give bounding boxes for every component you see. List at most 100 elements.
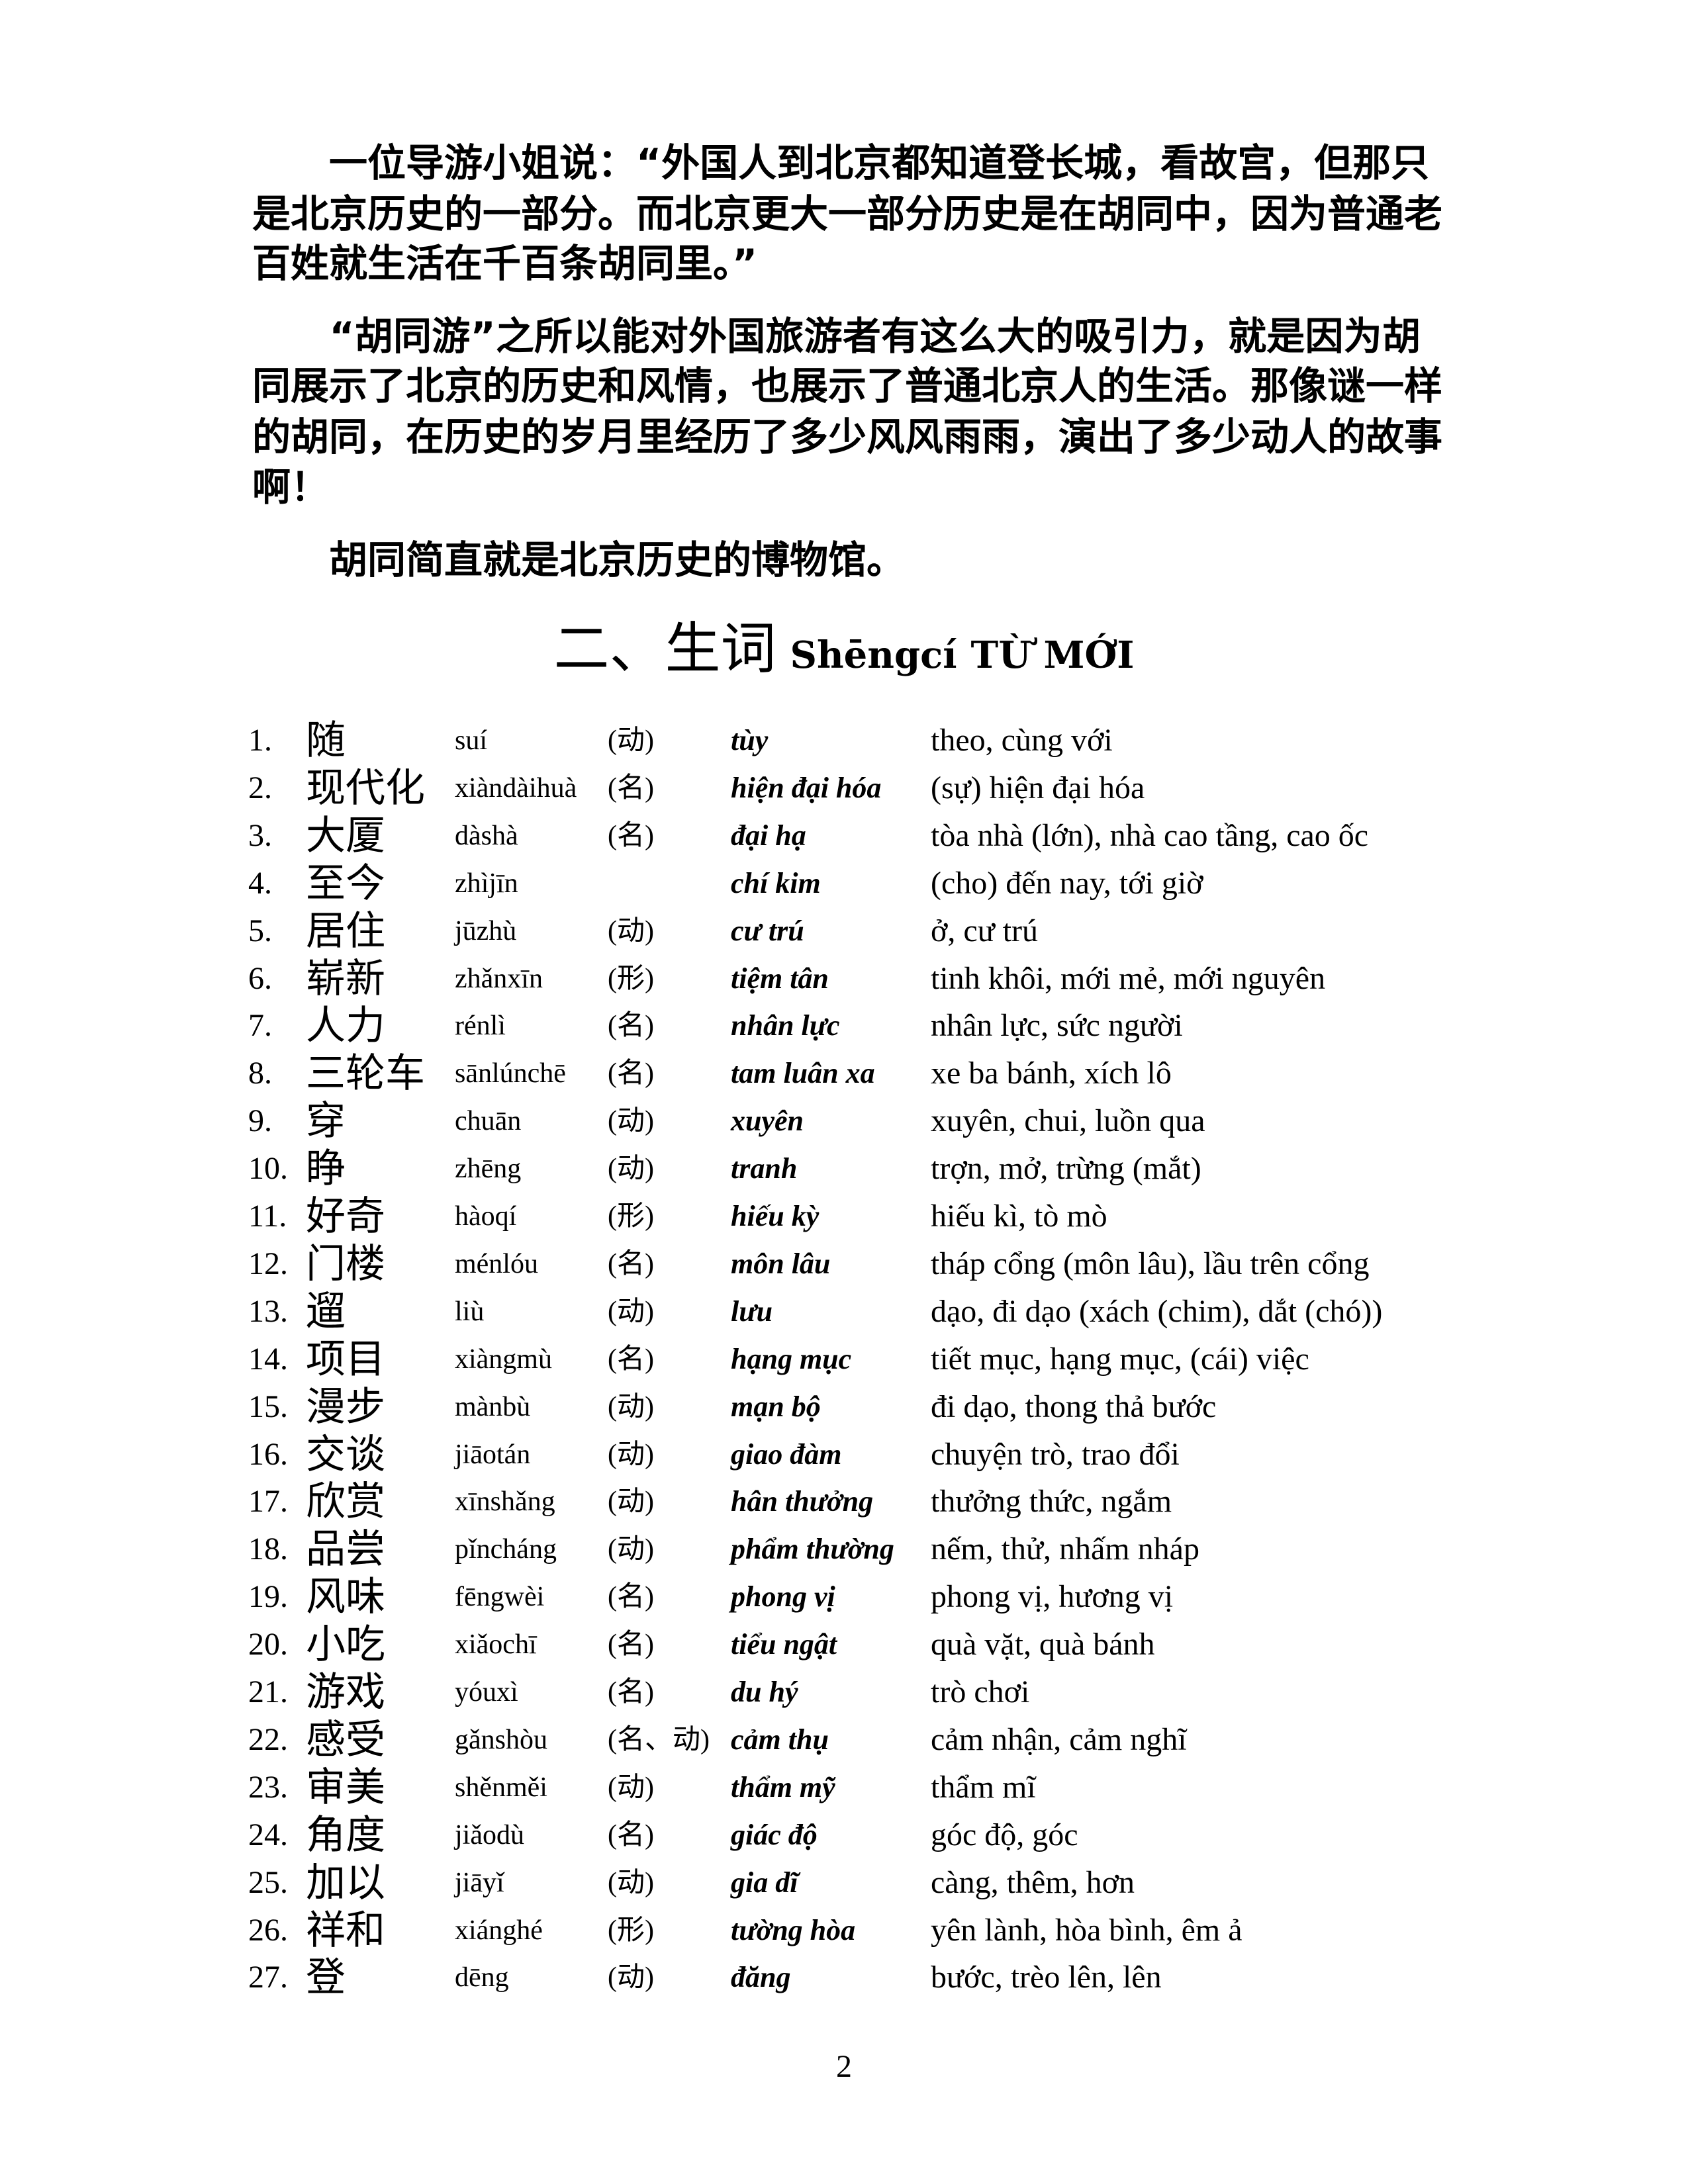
vocab-row: 2. 现代化 xiàndàihuà (名) hiện đại hóa (sự) hiện … [0, 764, 1688, 812]
vocab-pinyin: chuān [455, 1106, 522, 1137]
vocab-hanzi: 欣赏 [306, 1479, 385, 1525]
vocab-part-of-speech: (名) [608, 1058, 654, 1089]
vocab-hanzi: 人力 [306, 1003, 385, 1050]
section-title-pinyin: Shēngcí [790, 633, 957, 677]
vocab-meaning: hiếu kì, tò mò [931, 1199, 1107, 1234]
vocab-pinyin: fēngwèi [455, 1582, 545, 1613]
vocab-hanzi: 品尝 [306, 1526, 385, 1573]
vocab-pinyin: xīnshǎng [455, 1486, 555, 1518]
vocab-meaning: đi dạo, thong thả bước [931, 1388, 1217, 1424]
vocab-sino-vietnamese: tam luân xa [731, 1057, 875, 1090]
vocab-part-of-speech: (动) [608, 1391, 654, 1422]
vocab-number: 12. [248, 1246, 288, 1281]
vocab-row: 23. 审美 shěnměi (动) thẩm mỹ thẩm mĩ [0, 1764, 1688, 1811]
vocab-part-of-speech: (动) [608, 1439, 654, 1470]
vocab-part-of-speech: (名) [608, 820, 654, 851]
vocab-part-of-speech: (名) [608, 1011, 654, 1042]
vocab-row: 7. 人力 rénlì (名) nhân lực nhân lực, sức người [0, 1002, 1688, 1050]
vocab-part-of-speech: (动) [608, 1534, 654, 1565]
vocab-pinyin: ménlóu [455, 1248, 538, 1279]
vocab-sino-vietnamese: tiểu ngật [731, 1628, 837, 1661]
paragraph-line: 胡同简直就是北京历史的博物馆。 [252, 537, 906, 582]
vocab-meaning: trợn, mở, trừng (mắt) [931, 1151, 1201, 1187]
vocab-row: 9. 穿 chuān (动) xuyên xuyên, chui, luồn qua [0, 1097, 1688, 1145]
vocab-sino-vietnamese: môn lâu [731, 1247, 831, 1280]
vocab-sino-vietnamese: thẩm mỹ [731, 1770, 835, 1803]
vocab-part-of-speech: (动) [608, 1296, 654, 1327]
vocab-pinyin: jiāotán [455, 1439, 531, 1470]
page-number: 2 [836, 2049, 852, 2084]
vocab-sino-vietnamese: tường hòa [731, 1913, 856, 1946]
vocab-part-of-speech: (名) [608, 1343, 654, 1375]
vocab-meaning: phong vị, hương vị [931, 1579, 1174, 1615]
paragraph-line: 百姓就生活在千百条胡同里。” [252, 241, 758, 286]
vocab-meaning: góc độ, góc [931, 1817, 1078, 1852]
vocab-hanzi: 加以 [306, 1859, 385, 1906]
vocab-meaning: (cho) đến nay, tới giờ [931, 865, 1203, 901]
vocab-meaning: trò chơi [931, 1674, 1030, 1709]
vocab-hanzi: 感受 [306, 1716, 385, 1763]
vocab-hanzi: 睁 [306, 1146, 346, 1193]
vocab-hanzi: 登 [306, 1954, 346, 2001]
vocab-part-of-speech: (形) [608, 963, 654, 994]
vocab-meaning: xuyên, chui, luồn qua [931, 1103, 1205, 1139]
vocab-pinyin: hàoqí [455, 1201, 517, 1232]
vocab-number: 26. [248, 1912, 288, 1948]
vocab-sino-vietnamese: hiếu kỳ [731, 1200, 820, 1232]
vocab-pinyin: rénlì [455, 1011, 506, 1042]
vocab-number: 7. [248, 1008, 272, 1044]
vocab-pinyin: yóuxì [455, 1677, 518, 1707]
vocab-row: 17. 欣赏 xīnshǎng (动) hân thưởng thưởng thức, n… [0, 1478, 1688, 1525]
section-title: 二、生词 Shēngcí TỪ MỚI [0, 615, 1688, 688]
vocab-row: 22. 感受 gǎnshòu (名、动) cảm thụ cảm nhận, cảm ng… [0, 1716, 1688, 1764]
vocab-pinyin: shěnměi [455, 1772, 547, 1803]
vocab-meaning: quà vặt, quà bánh [931, 1627, 1155, 1662]
vocab-sino-vietnamese: gia dĩ [731, 1866, 798, 1899]
vocab-sino-vietnamese: tùy [731, 724, 769, 756]
vocab-pinyin: xiàndàihuà [455, 772, 577, 803]
vocab-hanzi: 大厦 [306, 812, 385, 859]
vocab-number: 23. [248, 1769, 288, 1805]
vocab-hanzi: 漫步 [306, 1383, 385, 1430]
vocab-row: 3. 大厦 dàshà (名) đại hạ tòa nhà (lớn), nhà cao… [0, 812, 1688, 860]
vocab-number: 5. [248, 913, 272, 948]
vocab-part-of-speech: (动) [608, 1486, 654, 1518]
vocab-part-of-speech: (名) [608, 1677, 654, 1707]
vocab-row: 26. 祥和 xiánghé (形) tường hòa yên lành, hòa bì… [0, 1907, 1688, 1954]
vocab-pinyin: suí [455, 725, 488, 756]
vocab-hanzi: 三轮车 [306, 1050, 425, 1097]
vocab-row: 10. 睁 zhēng (动) tranh trợn, mở, trừng (mắt) [0, 1145, 1688, 1193]
vocab-pinyin: mànbù [455, 1391, 531, 1422]
vocab-sino-vietnamese: phẩm thường [731, 1533, 894, 1566]
vocab-sino-vietnamese: giao đàm [731, 1437, 842, 1471]
paragraph-line: 一位导游小姐说：“外国人到北京都知道登长城，看故宫，但那只 [252, 140, 1430, 185]
vocab-meaning: yên lành, hòa bình, êm ả [931, 1912, 1243, 1948]
vocab-row: 15. 漫步 mànbù (动) mạn bộ đi dạo, thong thả bướ… [0, 1383, 1688, 1431]
vocab-number: 27. [248, 1960, 288, 1995]
vocab-part-of-speech: (形) [608, 1201, 654, 1232]
vocab-number: 20. [248, 1627, 288, 1662]
vocab-meaning: tinh khôi, mới mẻ, mới nguyên [931, 960, 1326, 996]
vocab-sino-vietnamese: nhân lực [731, 1009, 840, 1042]
vocab-pinyin: jiǎodù [455, 1819, 524, 1850]
vocab-hanzi: 祥和 [306, 1907, 385, 1954]
vocab-hanzi: 现代化 [306, 764, 425, 811]
vocab-sino-vietnamese: cảm thụ [731, 1723, 829, 1756]
vocab-number: 19. [248, 1579, 288, 1615]
vocab-sino-vietnamese: đại hạ [731, 819, 806, 852]
paragraph-line: 是北京历史的一部分。而北京更大一部分历史是在胡同中，因为普通老 [252, 191, 1443, 236]
vocab-hanzi: 小吃 [306, 1621, 385, 1668]
vocab-sino-vietnamese: đăng [731, 1961, 791, 1994]
vocab-part-of-speech: (动) [608, 1962, 654, 1993]
vocab-number: 1. [248, 723, 272, 758]
vocab-sino-vietnamese: giác độ [731, 1818, 818, 1851]
vocab-hanzi: 游戏 [306, 1669, 385, 1715]
vocab-hanzi: 崭新 [306, 955, 385, 1002]
vocab-pinyin: dàshà [455, 820, 518, 851]
vocab-row: 25. 加以 jiāyǐ (动) gia dĩ càng, thêm, hơn [0, 1859, 1688, 1907]
vocab-pinyin: liù [455, 1296, 485, 1327]
vocab-number: 16. [248, 1436, 288, 1472]
vocab-meaning: theo, cùng với [931, 723, 1113, 758]
vocab-number: 15. [248, 1388, 288, 1424]
vocab-row: 19. 风味 fēngwèi (名) phong vị phong vị, hương v… [0, 1573, 1688, 1621]
